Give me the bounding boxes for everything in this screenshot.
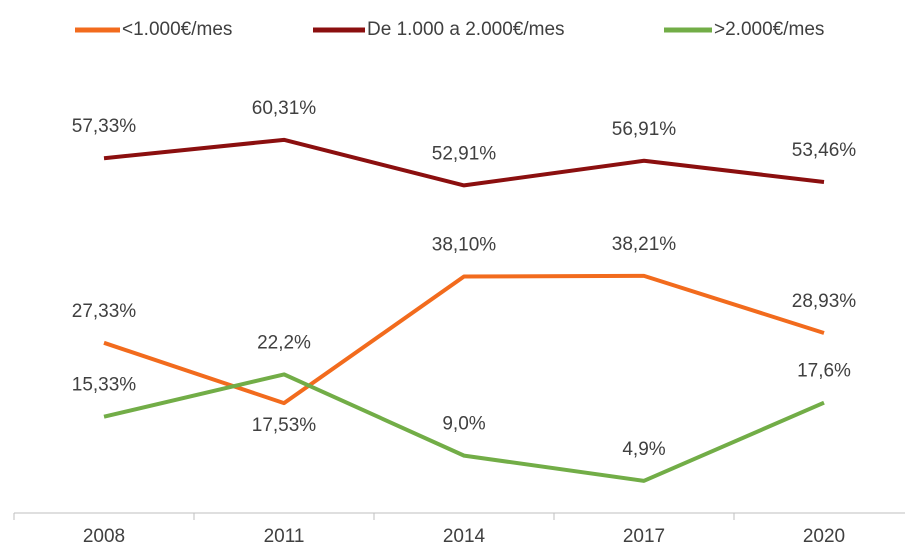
data-label: 28,93% <box>792 291 857 312</box>
x-tick-label: 2011 <box>264 526 305 547</box>
data-label: 52,91% <box>432 143 497 164</box>
x-tick-label: 2014 <box>443 526 486 547</box>
data-line <box>103 273 825 406</box>
data-line <box>103 372 825 483</box>
legend-label: >2.000€/mes <box>714 19 824 40</box>
data-label: 38,10% <box>432 235 497 256</box>
data-label: 38,21% <box>612 234 677 255</box>
x-tick-label: 2017 <box>623 526 665 547</box>
data-label: 17,6% <box>797 361 851 382</box>
data-label: 27,33% <box>72 301 137 322</box>
data-label: 17,53% <box>252 415 317 436</box>
data-label: 22,2% <box>257 332 311 353</box>
data-label: 56,91% <box>612 119 677 140</box>
data-label: 53,46% <box>792 140 857 161</box>
x-tick-label: 2020 <box>803 526 845 547</box>
data-label: 57,33% <box>72 116 137 137</box>
data-label: 60,31% <box>252 98 317 119</box>
data-label: 15,33% <box>72 375 137 396</box>
data-label: 9,0% <box>442 414 485 435</box>
data-label: 4,9% <box>622 439 665 460</box>
data-line <box>103 137 825 188</box>
legend-label: De 1.000 a 2.000€/mes <box>367 19 565 40</box>
legend-label: <1.000€/mes <box>122 19 232 40</box>
x-tick-label: 2008 <box>83 526 125 547</box>
